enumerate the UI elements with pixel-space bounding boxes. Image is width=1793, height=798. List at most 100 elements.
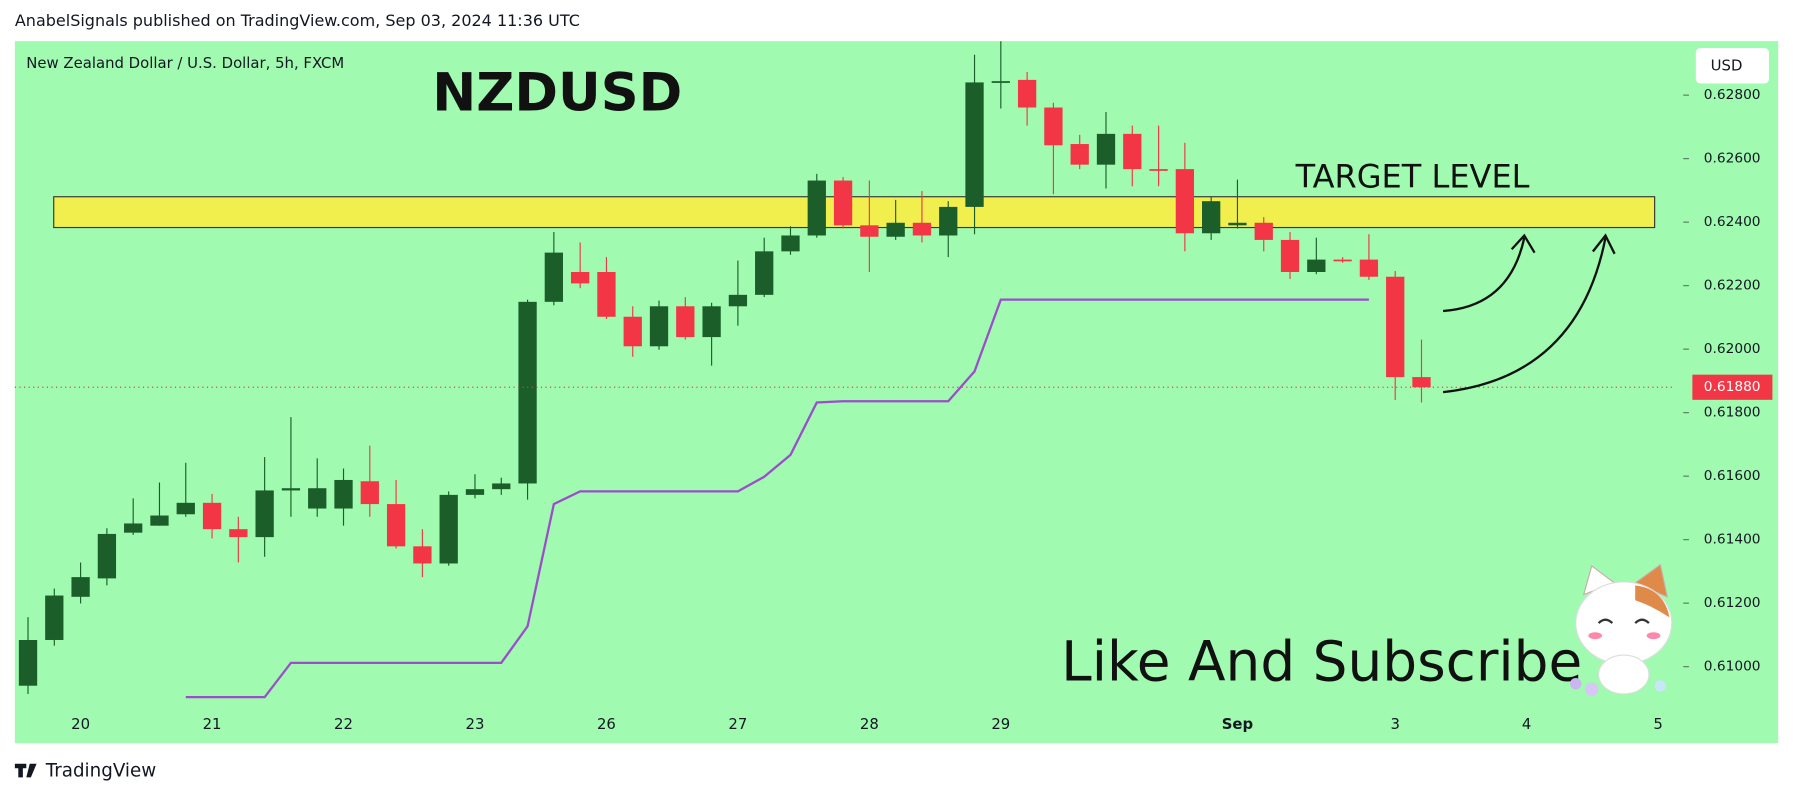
candle-body [886, 222, 905, 237]
bubble [1584, 682, 1599, 697]
y-tick-label: 0.61400 [1704, 532, 1761, 548]
candle-body [45, 595, 64, 640]
candle-body [281, 488, 301, 491]
candle-body [308, 488, 327, 509]
x-tick-label: 29 [991, 715, 1010, 733]
candle-body [807, 180, 826, 236]
face [1575, 581, 1673, 665]
candle-body [1280, 239, 1300, 272]
candle-body [965, 82, 984, 207]
arrow [1443, 237, 1526, 313]
candle-body [202, 502, 222, 530]
candle-body [492, 483, 511, 490]
candle-body [1202, 201, 1221, 234]
candle-body [1386, 276, 1405, 378]
candle-body [1228, 222, 1247, 226]
candle-body [860, 225, 879, 237]
zone-label: TARGET LEVEL [1295, 157, 1530, 195]
x-tick-label: 22 [334, 715, 353, 733]
candle-body [755, 251, 774, 295]
y-tick-label: 0.62000 [1704, 341, 1761, 357]
candle-body [1333, 259, 1352, 262]
blush [1646, 632, 1661, 640]
candle-body [649, 306, 669, 347]
chart-title: NZDUSD [432, 63, 682, 124]
candle-body [334, 479, 353, 509]
candle-body [1359, 259, 1379, 277]
currency: USD [1711, 56, 1743, 74]
logo: TradingView [14, 761, 157, 782]
body [1598, 654, 1650, 695]
bubble [1570, 677, 1582, 690]
candle-body [623, 316, 642, 347]
y-tick-label: 0.61200 [1704, 595, 1761, 611]
candle-body [229, 529, 248, 538]
x-tick-label: 20 [71, 715, 90, 733]
bubble [1654, 680, 1667, 692]
currency-box [1695, 48, 1769, 84]
logo-mark [14, 763, 37, 778]
footer: TradingView [45, 761, 157, 782]
candle-body [465, 489, 485, 495]
candle-body [176, 502, 195, 515]
candle-body [18, 639, 38, 686]
y-tick-label: 0.62600 [1704, 151, 1761, 167]
y-tick-label: 0.61800 [1704, 405, 1761, 421]
y-tick-label: 0.61600 [1704, 468, 1761, 484]
candle-body [1044, 107, 1063, 146]
x-tick-label: 21 [203, 715, 222, 733]
candle-body [781, 235, 800, 252]
subtitle: New Zealand Dollar / U.S. Dollar, 5h, FX… [26, 54, 344, 72]
candle-body [676, 306, 695, 338]
y-tick-label: 0.61000 [1704, 659, 1761, 675]
candle-body [728, 294, 748, 307]
arrows [1442, 233, 1616, 394]
candle-body [1175, 169, 1195, 234]
eyes [1597, 618, 1650, 624]
annotation: Like And Subscribe [1061, 630, 1582, 694]
candle-body [939, 206, 958, 236]
patch [1635, 585, 1670, 618]
candle-body [991, 81, 1010, 83]
indicator-line [185, 298, 1369, 699]
candle-body [97, 533, 117, 579]
candle-body [518, 301, 537, 484]
candle-body [1254, 222, 1273, 240]
candle-body [386, 504, 406, 547]
candle-body [597, 271, 616, 317]
x-tick-label: 26 [597, 715, 616, 733]
cat-sticker [1570, 563, 1673, 697]
candle-body [124, 523, 143, 533]
x-tick-label: 5 [1653, 715, 1662, 733]
candle-body [413, 546, 432, 564]
target-zone [53, 196, 1656, 229]
candle-body [439, 494, 458, 564]
candle-body [1307, 259, 1326, 272]
arrow-head [1591, 233, 1616, 255]
x-tick-label: 3 [1390, 715, 1399, 733]
last-price-box [1692, 374, 1773, 400]
candle-body [571, 271, 590, 284]
arrow [1442, 237, 1607, 394]
candle-body [912, 222, 932, 236]
chart-background [14, 41, 1779, 744]
header: AnabelSignals published on TradingView.c… [15, 11, 580, 30]
x-tick-label: 27 [728, 715, 747, 733]
y-tick-label: 0.62800 [1704, 87, 1761, 103]
x-tick-label: Sep [1222, 715, 1253, 733]
x-tick-label: 23 [466, 715, 485, 733]
x-tick-label: 4 [1522, 715, 1531, 733]
candle-body [1149, 169, 1168, 171]
y-tick-label: 0.62400 [1704, 214, 1761, 230]
blush [1588, 632, 1603, 640]
candle-body [1017, 79, 1037, 108]
candle-body [1096, 133, 1116, 165]
candle-body [544, 252, 564, 302]
candle-body [360, 481, 379, 505]
candle-body [255, 490, 274, 538]
candle-body [1123, 133, 1142, 170]
candle-body [71, 577, 90, 597]
last-price-label: 0.61880 [1704, 379, 1761, 395]
